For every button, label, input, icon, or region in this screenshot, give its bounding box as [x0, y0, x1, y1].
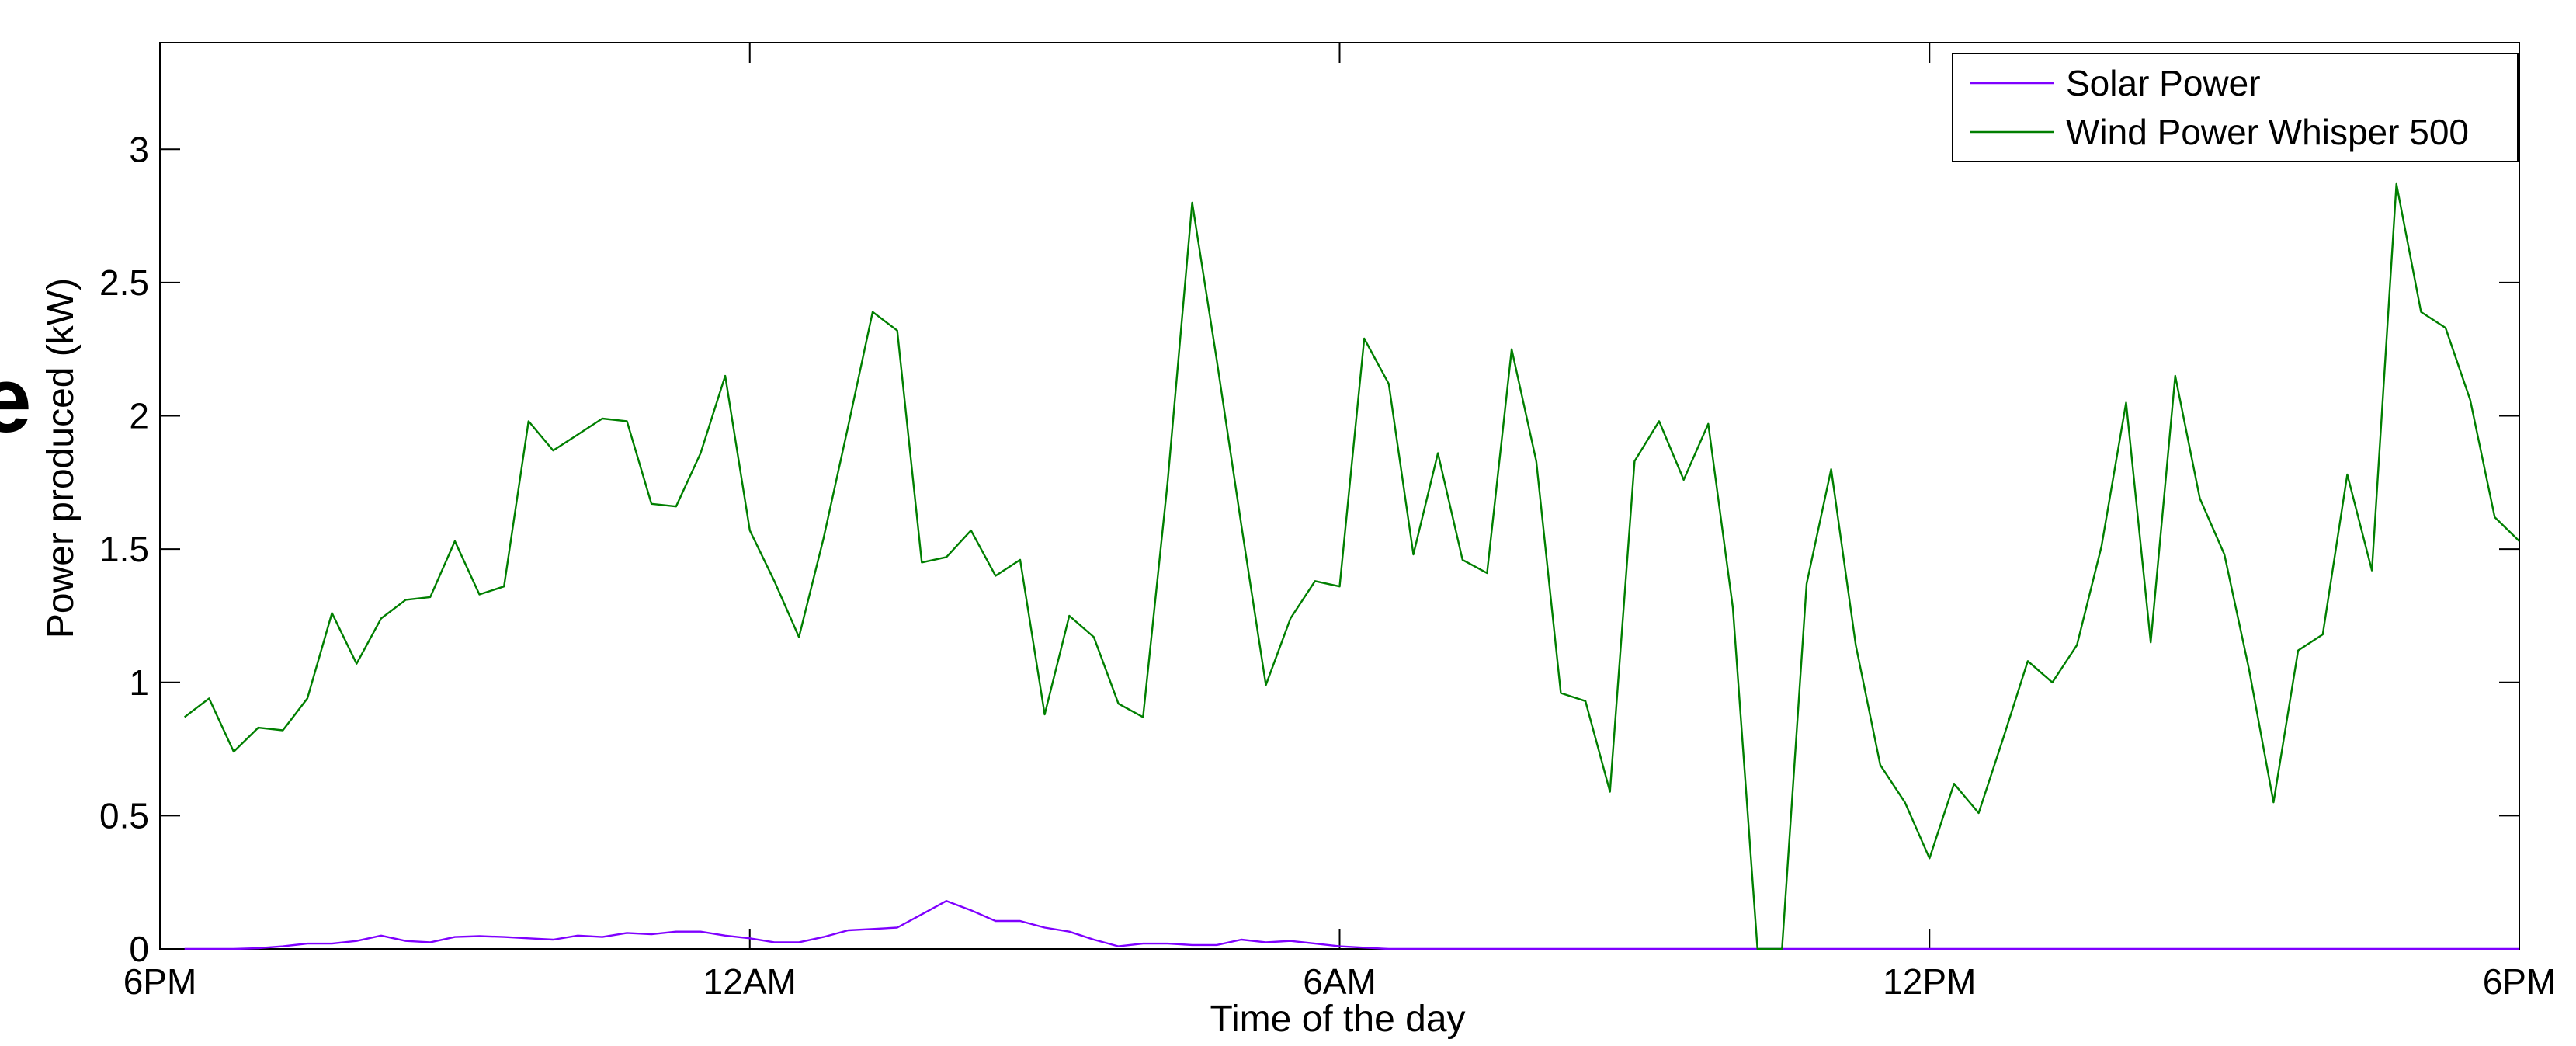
- y-axis: 0 0.5 1 1.5 2 2.5 3: [99, 129, 2519, 969]
- series-line-2: [183, 182, 2520, 950]
- plot-frame: [159, 42, 2520, 950]
- y-tick-label: 2: [129, 396, 149, 436]
- series-group: [183, 182, 2520, 950]
- x-axis-label: Time of the day: [1210, 999, 1465, 1040]
- x-axis: 6PM 12AM 6AM 12PM 6PM: [123, 43, 2557, 1002]
- legend-label-2: Wind Power Whisper 500: [2066, 112, 2469, 152]
- cropped-edge-letter: e: [0, 348, 32, 452]
- x-tick-label: 6PM: [123, 961, 197, 1002]
- plot-area: [159, 42, 2520, 950]
- x-tick-label: 6PM: [2483, 961, 2557, 1002]
- y-axis-label: Power produced (kW): [40, 278, 82, 638]
- legend: Solar Power Wind Power Whisper 500: [1952, 53, 2519, 162]
- x-tick-label: 6AM: [1303, 961, 1377, 1002]
- y-tick-label: 1.5: [99, 529, 149, 569]
- y-tick-label: 3: [129, 129, 149, 169]
- y-tick-label: 1: [129, 662, 149, 703]
- legend-label-1: Solar Power: [2066, 63, 2261, 103]
- y-tick-label: 0: [129, 929, 149, 969]
- y-tick-label: 2.5: [99, 262, 149, 303]
- legend-box: [1952, 53, 2519, 162]
- x-tick-label: 12AM: [703, 961, 797, 1002]
- y-tick-label: 0.5: [99, 795, 149, 836]
- series-line-1: [184, 900, 2519, 950]
- x-tick-label: 12PM: [1883, 961, 1976, 1002]
